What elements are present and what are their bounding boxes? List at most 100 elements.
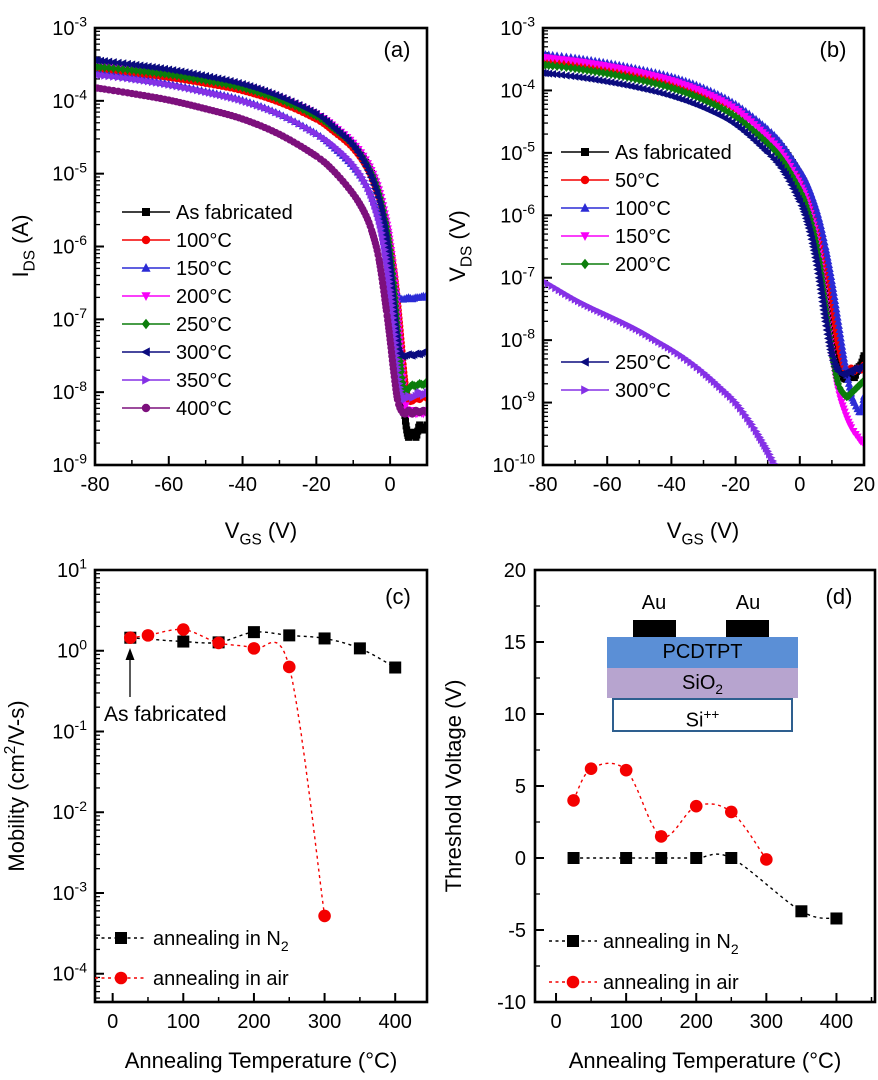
panel-letter: (b)	[820, 37, 847, 62]
y-tick-label: 10	[504, 704, 526, 726]
y-tick-label: 100	[57, 636, 87, 662]
y-tick-label: 10-6	[500, 201, 535, 227]
x-tick-label: -20	[721, 474, 750, 496]
y-tick-label: 10-2	[52, 798, 87, 824]
x-tick-label: -40	[657, 474, 686, 496]
y-tick-label: 10-5	[52, 159, 87, 185]
y-tick-label: 10-7	[52, 305, 87, 331]
panel-a-transfer-curves-chart: -80 -60 -40 -20 0 10-9 10-8 10-7 10-6 10-5 10-4 10-…	[8, 14, 429, 545]
x-tick-label: 0	[385, 474, 396, 496]
legend-label: 50°C	[615, 170, 660, 192]
panel-c-series	[124, 623, 402, 923]
legend-label: 100°C	[615, 198, 671, 220]
panel-letter: (d)	[826, 584, 853, 609]
y-tick-label: 101	[57, 556, 87, 582]
series-annealing-in-N2	[567, 852, 843, 925]
series-300°C	[544, 279, 779, 464]
x-tick-label: -80	[81, 474, 110, 496]
panel-b-axes: -80 -60 -40 -20 0 20 10-10 10-9 10-8 10-7 10-6 10-5…	[445, 14, 875, 545]
y-tick-label: 10-8	[52, 378, 87, 404]
panel-letter: (a)	[384, 37, 411, 62]
legend-label: 300°C	[615, 380, 671, 402]
legend-label: 300°C	[176, 342, 232, 364]
legend-label: annealing in N2	[603, 931, 739, 957]
si-substrate-layer: Si++	[612, 698, 793, 732]
legend-label: 100°C	[176, 230, 232, 252]
series-400°C	[96, 84, 426, 418]
x-tick-label: -60	[154, 474, 183, 496]
x-tick-label: 300	[308, 1011, 341, 1033]
panel-d-threshold-voltage-chart: 0 100 200 300 400 20 15 10 5 0 -5 -10 Annealing Temp…	[441, 560, 877, 1073]
panel-d-axes: 0 100 200 300 400 20 15 10 5 0 -5 -10 Annealing Temp…	[441, 560, 877, 1073]
y-tick-label: 10-4	[52, 959, 87, 985]
legend-label: 250°C	[176, 314, 232, 336]
panel-c-axes: 0 100 200 300 400 10-4 10-3 10-2 10-1 100 101 Annea…	[2, 556, 429, 1073]
pcdtpt-layer-label: PCDTPT	[662, 641, 743, 663]
panel-c-mobility-chart: 0 100 200 300 400 10-4 10-3 10-2 10-1 100 101 Annea…	[2, 556, 429, 1073]
legend-label: annealing in air	[603, 972, 739, 994]
annotation-text: As fabricated	[104, 703, 227, 726]
sio2-layer: SiO2	[607, 668, 798, 698]
y-tick-label: 10-4	[500, 76, 535, 102]
x-tick-label: -20	[302, 474, 331, 496]
panel-a-series	[96, 56, 426, 441]
panel-d-legend: annealing in N2 annealing in air	[549, 931, 739, 994]
legend-label: 250°C	[615, 352, 671, 374]
y-tick-label: 5	[515, 776, 526, 798]
x-axis-title: VGS (V)	[667, 518, 739, 545]
legend-label: 150°C	[615, 226, 671, 248]
panel-c-legend: annealing in N2 annealing in air	[95, 928, 289, 990]
y-tick-label: 20	[504, 560, 526, 582]
x-tick-label: 0	[107, 1011, 118, 1033]
y-axis-title: Mobility (cm2/V-s)	[2, 700, 29, 871]
y-tick-label: 0	[515, 848, 526, 870]
legend-label: annealing in N2	[153, 928, 289, 954]
au-electrode	[633, 620, 676, 637]
y-tick-label: 10-4	[52, 86, 87, 112]
device-schematic: Au Au PCDTPT SiO2 Si++	[605, 592, 803, 740]
x-tick-label: 100	[167, 1011, 200, 1033]
legend-label: 200°C	[176, 286, 232, 308]
y-tick-label: 15	[504, 632, 526, 654]
series-annealing in air	[567, 762, 773, 866]
x-axis-title: VGS (V)	[225, 518, 297, 545]
y-tick-label: 10-3	[500, 14, 535, 40]
y-tick-label: 10-6	[52, 232, 87, 258]
au-electrode	[726, 620, 769, 637]
annotation-as-fabricated: As fabricated	[104, 648, 227, 726]
y-tick-label: 10-3	[52, 14, 87, 40]
y-tick-label: 10-9	[500, 388, 535, 414]
si-substrate-label: Si	[685, 709, 704, 732]
x-axis-title: Annealing Temperature (°C)	[569, 1048, 842, 1073]
x-tick-label: 20	[853, 474, 875, 496]
y-axis-title: Threshold Voltage (V)	[441, 680, 466, 893]
legend-label: 400°C	[176, 398, 232, 420]
x-tick-label: -60	[593, 474, 622, 496]
x-tick-label: 400	[820, 1011, 853, 1033]
y-axis-title: IDS (A)	[8, 215, 39, 278]
pcdtpt-layer: PCDTPT	[607, 637, 798, 668]
y-tick-label: 10-10	[493, 451, 536, 477]
series-250°C	[544, 68, 863, 379]
legend-label: As fabricated	[176, 202, 293, 224]
legend-label: 350°C	[176, 370, 232, 392]
y-tick-label: 10-9	[52, 451, 87, 477]
y-tick-label: 10-8	[500, 326, 535, 352]
x-tick-label: 100	[609, 1011, 642, 1033]
legend-label: As fabricated	[615, 142, 732, 164]
panel-b-legend: As fabricated 50°C 100°C 150°C 200°C 250°C 300…	[561, 142, 732, 402]
sio2-layer-label: SiO	[682, 672, 716, 694]
x-axis-title: Annealing Temperature (°C)	[125, 1048, 398, 1073]
au-electrode-label: Au	[735, 592, 761, 614]
x-tick-label: 0	[550, 1011, 561, 1033]
si-substrate-label-superscript: ++	[703, 707, 720, 722]
sio2-layer-label-subscript: 2	[715, 682, 723, 697]
x-tick-label: 400	[379, 1011, 412, 1033]
y-tick-label: 10-7	[500, 263, 535, 289]
x-tick-label: 200	[680, 1011, 713, 1033]
legend-label: 200°C	[615, 254, 671, 276]
legend-label: 150°C	[176, 258, 232, 280]
x-tick-label: -80	[529, 474, 558, 496]
panel-a-axes: -80 -60 -40 -20 0 10-9 10-8 10-7 10-6 10-5 10-4 10-…	[8, 14, 429, 545]
x-tick-label: 200	[237, 1011, 270, 1033]
